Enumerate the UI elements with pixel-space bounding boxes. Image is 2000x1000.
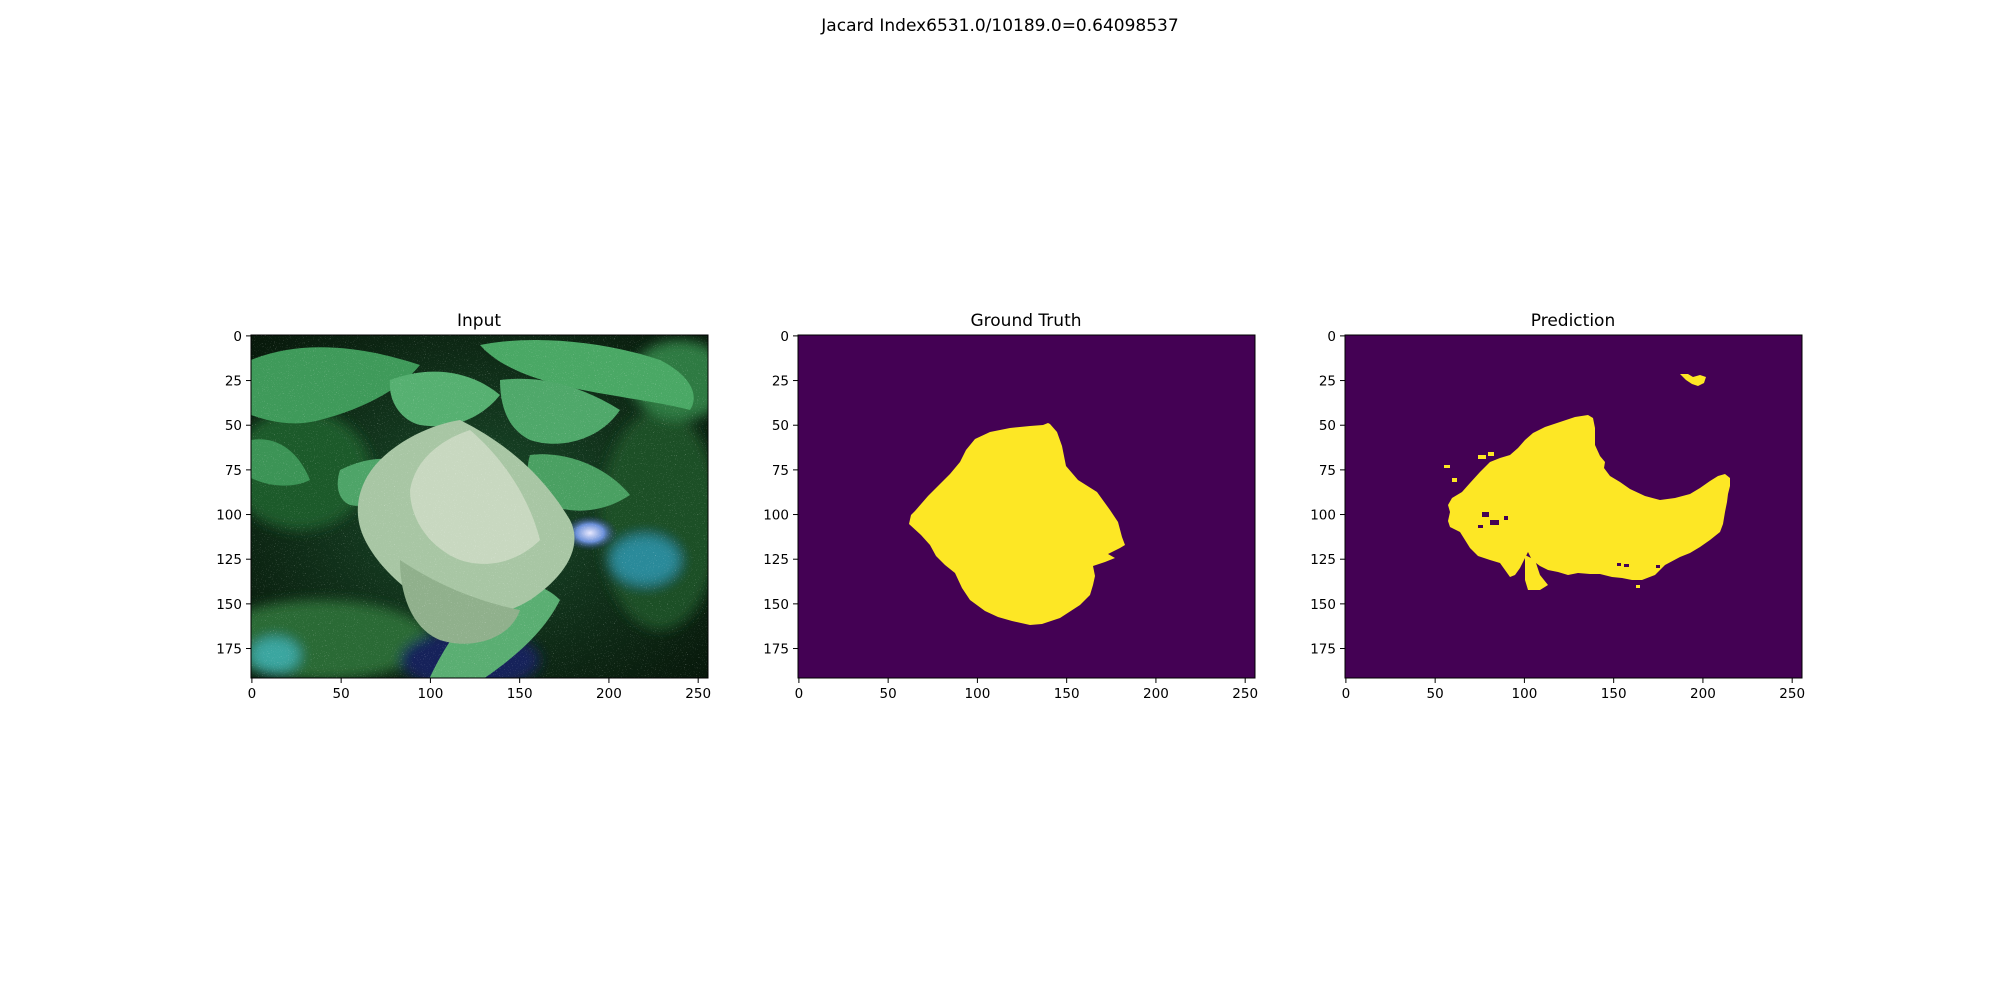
y-axis-prediction: 0 25 50 75 100 125 150 175	[1310, 329, 1345, 658]
axes-frame-prediction	[1344, 334, 1803, 679]
x-tick-label: 50	[1427, 686, 1444, 702]
x-tick-label: 50	[880, 686, 897, 702]
y-tick-label: 150	[763, 597, 789, 613]
axes-frame-ground-truth	[797, 334, 1256, 679]
y-axis-input: 0 25 50 75 100 125 150 175	[216, 329, 251, 658]
prediction-mask-region	[1444, 374, 1730, 590]
y-tick-label: 150	[1310, 597, 1336, 613]
y-tick-label: 125	[763, 552, 789, 568]
panel-ground-truth: Ground Truth 0 50 100 150 200 250 0 25 50 75 100 1…	[763, 311, 1258, 702]
ground-truth-mask-region	[909, 423, 1125, 625]
y-tick-label: 125	[216, 552, 242, 568]
y-tick-label: 175	[1310, 642, 1336, 658]
y-tick-label: 125	[1310, 552, 1336, 568]
x-axis-ground-truth: 0 50 100 150 200 250	[795, 678, 1258, 702]
x-tick-label: 200	[596, 686, 622, 702]
panel-title-input: Input	[457, 311, 501, 331]
y-tick-label: 100	[1310, 508, 1336, 524]
x-tick-label: 150	[507, 686, 533, 702]
x-tick-label: 0	[248, 686, 257, 702]
panel-input: Input	[216, 311, 711, 702]
x-axis-prediction: 0 50 100 150 200 250	[1342, 678, 1805, 702]
x-tick-label: 0	[1342, 686, 1351, 702]
x-tick-label: 250	[1779, 686, 1805, 702]
y-tick-label: 175	[216, 642, 242, 658]
y-tick-label: 75	[225, 463, 242, 479]
y-tick-label: 100	[216, 508, 242, 524]
x-tick-label: 250	[685, 686, 711, 702]
x-tick-label: 200	[1690, 686, 1716, 702]
y-tick-label: 0	[1327, 329, 1336, 345]
y-tick-label: 25	[772, 374, 789, 390]
x-tick-label: 0	[795, 686, 804, 702]
y-tick-label: 50	[225, 418, 242, 434]
x-tick-label: 200	[1143, 686, 1169, 702]
y-tick-label: 150	[216, 597, 242, 613]
y-tick-label: 25	[1319, 374, 1336, 390]
x-tick-label: 100	[1512, 686, 1538, 702]
y-tick-label: 0	[233, 329, 242, 345]
axes-frame-input	[250, 334, 709, 679]
panel-title-prediction: Prediction	[1531, 311, 1615, 331]
x-tick-label: 50	[333, 686, 350, 702]
y-tick-label: 25	[225, 374, 242, 390]
leaf-photo-image	[251, 335, 708, 678]
y-tick-label: 175	[763, 642, 789, 658]
y-tick-label: 50	[772, 418, 789, 434]
y-tick-label: 0	[780, 329, 789, 345]
y-tick-label: 75	[772, 463, 789, 479]
y-tick-label: 100	[763, 508, 789, 524]
x-tick-label: 100	[418, 686, 444, 702]
x-tick-label: 150	[1054, 686, 1080, 702]
figure-suptitle: Jacard Index6531.0/10189.0=0.64098537	[821, 16, 1179, 36]
y-tick-label: 50	[1319, 418, 1336, 434]
x-axis-input: 0 50 100 150 200 250	[248, 678, 711, 702]
y-axis-ground-truth: 0 25 50 75 100 125 150 175	[763, 329, 798, 658]
x-tick-label: 100	[965, 686, 991, 702]
y-tick-label: 75	[1319, 463, 1336, 479]
x-tick-label: 250	[1232, 686, 1258, 702]
panel-title-ground-truth: Ground Truth	[970, 311, 1081, 331]
x-tick-label: 150	[1601, 686, 1627, 702]
